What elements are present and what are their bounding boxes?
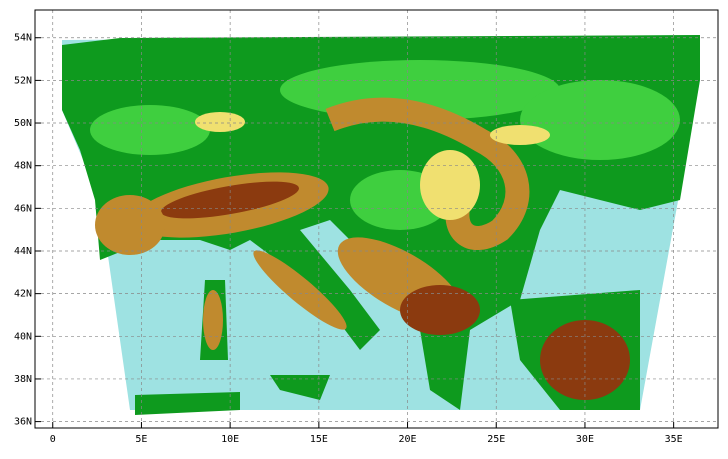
x-tick-label: 25E <box>487 434 505 445</box>
high-mountains <box>161 181 299 219</box>
y-tick-label: 52N <box>14 75 32 86</box>
y-tick-label: 44N <box>14 246 32 257</box>
x-tick-label: 0 <box>50 434 56 445</box>
lowland <box>90 105 210 155</box>
mountains <box>325 97 530 250</box>
high-mountains <box>400 285 480 335</box>
y-tick-label: 54N <box>14 33 32 44</box>
y-tick-label: 36N <box>14 417 32 428</box>
highland <box>195 112 245 132</box>
x-tick-label: 15E <box>310 434 328 445</box>
x-tick-label: 20E <box>399 434 417 445</box>
land <box>270 375 330 400</box>
x-tick-label: 10E <box>221 434 239 445</box>
y-tick-label: 50N <box>14 118 32 129</box>
land <box>135 392 240 415</box>
y-tick-label: 40N <box>14 331 32 342</box>
x-tick-label: 5E <box>135 434 147 445</box>
y-tick-label: 48N <box>14 161 32 172</box>
axes: 0 5E 10E 15E 20E 25E 30E 35E 36N 38N 40N 42N 44N 46N 4… <box>14 10 718 445</box>
y-tick-label: 46N <box>14 203 32 214</box>
mountains <box>203 290 223 350</box>
terrain <box>62 35 700 415</box>
mountains <box>253 250 347 330</box>
mountains <box>95 195 165 255</box>
lowland <box>520 80 680 160</box>
plot-frame <box>34 9 719 429</box>
x-tick-label: 35E <box>665 434 683 445</box>
y-tick-label: 42N <box>14 289 32 300</box>
y-tick-label: 38N <box>14 374 32 385</box>
highland <box>420 150 480 220</box>
x-tick-label: 30E <box>576 434 594 445</box>
highland <box>490 125 550 145</box>
